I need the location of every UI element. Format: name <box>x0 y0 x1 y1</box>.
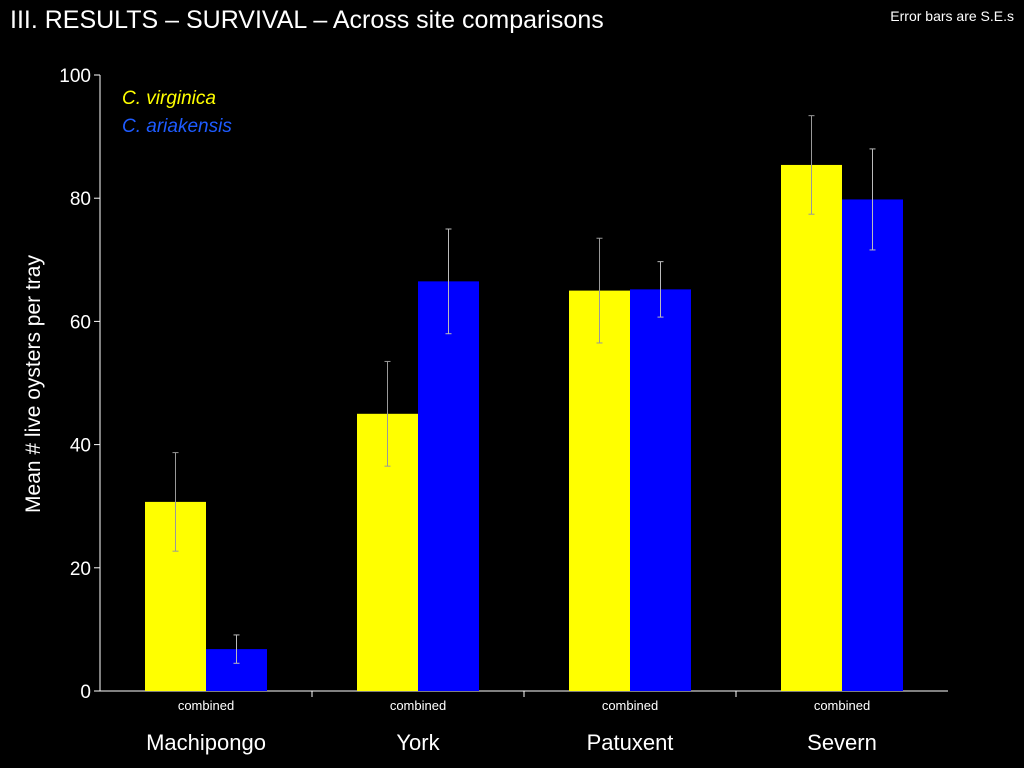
x-subcategory-label: combined <box>814 698 870 713</box>
x-category-label: Patuxent <box>587 730 674 755</box>
x-subcategory-label: combined <box>390 698 446 713</box>
x-category-label: Machipongo <box>146 730 266 755</box>
legend-entry: C. virginica <box>122 88 216 109</box>
y-tick-label: 20 <box>70 559 91 580</box>
y-tick-label: 60 <box>70 312 91 333</box>
error-bar-note: Error bars are S.E.s <box>890 8 1014 24</box>
bar <box>418 281 479 691</box>
y-tick-label: 0 <box>80 682 91 703</box>
bar <box>842 199 903 691</box>
x-category-label: Severn <box>807 730 877 755</box>
legend-entry: C. ariakensis <box>122 116 232 137</box>
bar <box>569 290 630 691</box>
y-tick-label: 80 <box>70 189 91 210</box>
x-category-label: York <box>396 730 440 755</box>
x-subcategory-label: combined <box>602 698 658 713</box>
bar <box>781 164 842 691</box>
y-tick-label: 40 <box>70 436 91 457</box>
bar <box>630 289 691 691</box>
slide-title: III. RESULTS – SURVIVAL – Across site co… <box>10 6 604 34</box>
x-subcategory-label: combined <box>178 698 234 713</box>
y-tick-label: 100 <box>59 66 91 87</box>
